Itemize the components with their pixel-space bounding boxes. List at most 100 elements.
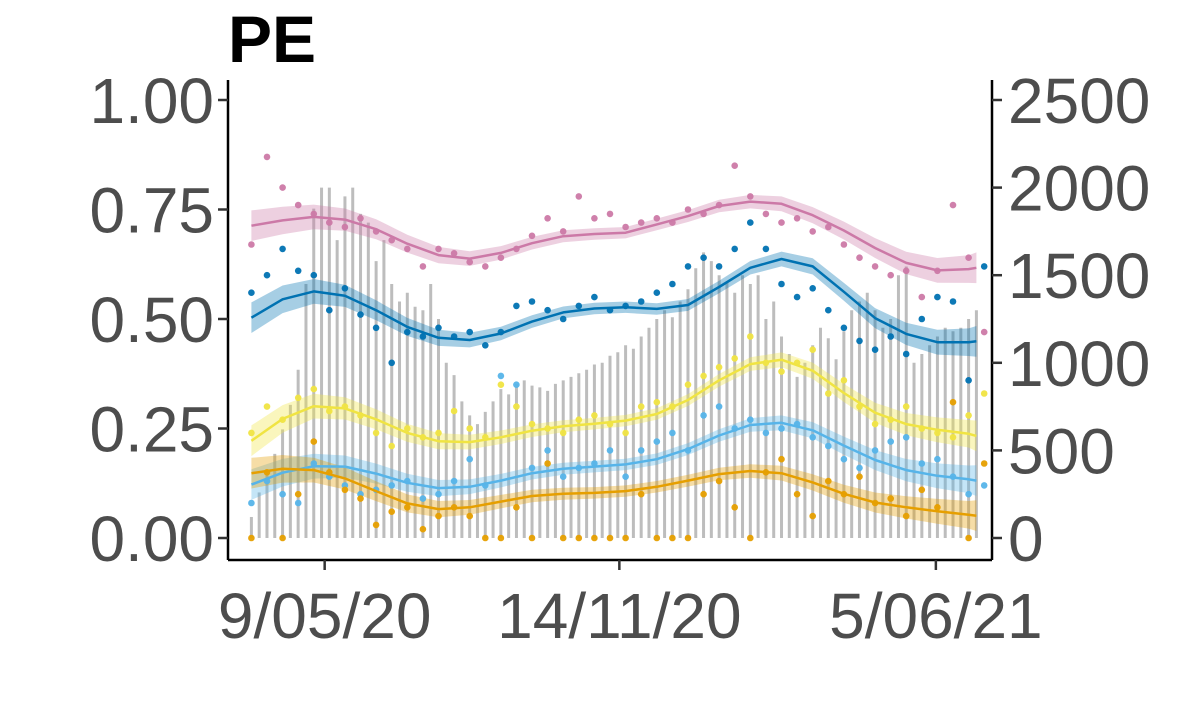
data-point [419,263,427,270]
data-point [715,477,723,485]
data-point [669,280,676,288]
data-point [326,219,333,226]
data-point [669,429,676,437]
data-point [887,333,894,340]
data-point [637,447,645,454]
data-point [840,455,848,463]
data-point [466,328,474,336]
y2-tick-label: 0 [1008,503,1044,575]
data-point [513,302,520,310]
data-point [528,464,536,472]
data-point [419,525,427,533]
data-point [466,455,474,463]
data-point [404,328,411,336]
data-point [887,438,894,445]
data-point [544,306,551,314]
data-point [435,429,442,437]
data-point [528,534,536,542]
data-point [856,337,863,345]
x-tick-label: 5/06/21 [829,580,1043,652]
data-point [825,477,832,485]
data-point [279,490,286,498]
data-point [825,442,832,450]
data-point [809,285,816,292]
data-point [965,490,972,498]
data-point [606,210,614,218]
data-point [341,223,349,231]
data-point [762,245,770,253]
data-point [653,438,661,445]
data-point [513,403,520,410]
y-tick-label: 0.25 [89,394,214,466]
data-point [326,407,333,415]
data-point [918,315,926,323]
data-point [591,460,598,467]
trend-line [250,257,977,344]
data-point [700,412,707,419]
data-point [902,434,910,441]
data-point [248,289,255,297]
data-point [591,534,598,542]
trend-line [251,200,977,272]
data-point [497,534,505,542]
trend-line [250,421,977,490]
data-point [887,271,894,279]
data-point [248,499,255,507]
data-point [637,490,645,498]
data-point [809,228,816,235]
data-point [949,398,957,406]
data-point [918,460,926,467]
data-point [435,324,442,332]
data-point [856,254,863,261]
data-point [715,363,723,371]
data-point [980,390,988,397]
data-point [450,407,458,415]
data-point [513,381,520,389]
data-point [653,215,661,222]
data-point [715,263,723,270]
data-point [310,438,318,445]
confidence-band [251,251,977,357]
data-point [513,504,520,511]
data-point [294,267,302,275]
data-point [809,434,816,441]
data-point [778,219,785,226]
data-point [559,473,567,481]
data-point [700,490,707,498]
data-point [450,250,458,257]
y2-tick-label: 1000 [1008,328,1150,400]
data-point [388,442,396,450]
data-point [778,425,785,432]
data-point [684,381,692,389]
trend-lines-layer [250,200,977,517]
data-point [559,315,567,323]
data-point [700,372,707,380]
x-tick-label: 14/11/20 [497,580,741,652]
data-point [575,534,583,542]
data-point [684,534,692,542]
data-point [731,162,738,169]
data-point [731,245,738,253]
data-point [902,350,910,358]
data-point [637,298,645,305]
data-point [918,293,926,301]
data-point [684,263,692,270]
chart-title: PE [228,2,316,76]
data-point [591,215,598,222]
data-point [934,504,941,511]
confidence-band [251,194,977,284]
data-point [793,293,801,301]
data-point [575,193,583,200]
data-point [482,263,489,270]
data-point [840,324,848,332]
data-point [466,258,474,266]
data-point [825,306,832,314]
data-point [731,504,738,511]
data-point [949,201,957,209]
data-point [934,293,941,301]
data-point [980,328,988,336]
data-point [544,215,551,222]
data-point [700,254,707,261]
data-point [435,490,442,498]
data-point [575,302,583,310]
